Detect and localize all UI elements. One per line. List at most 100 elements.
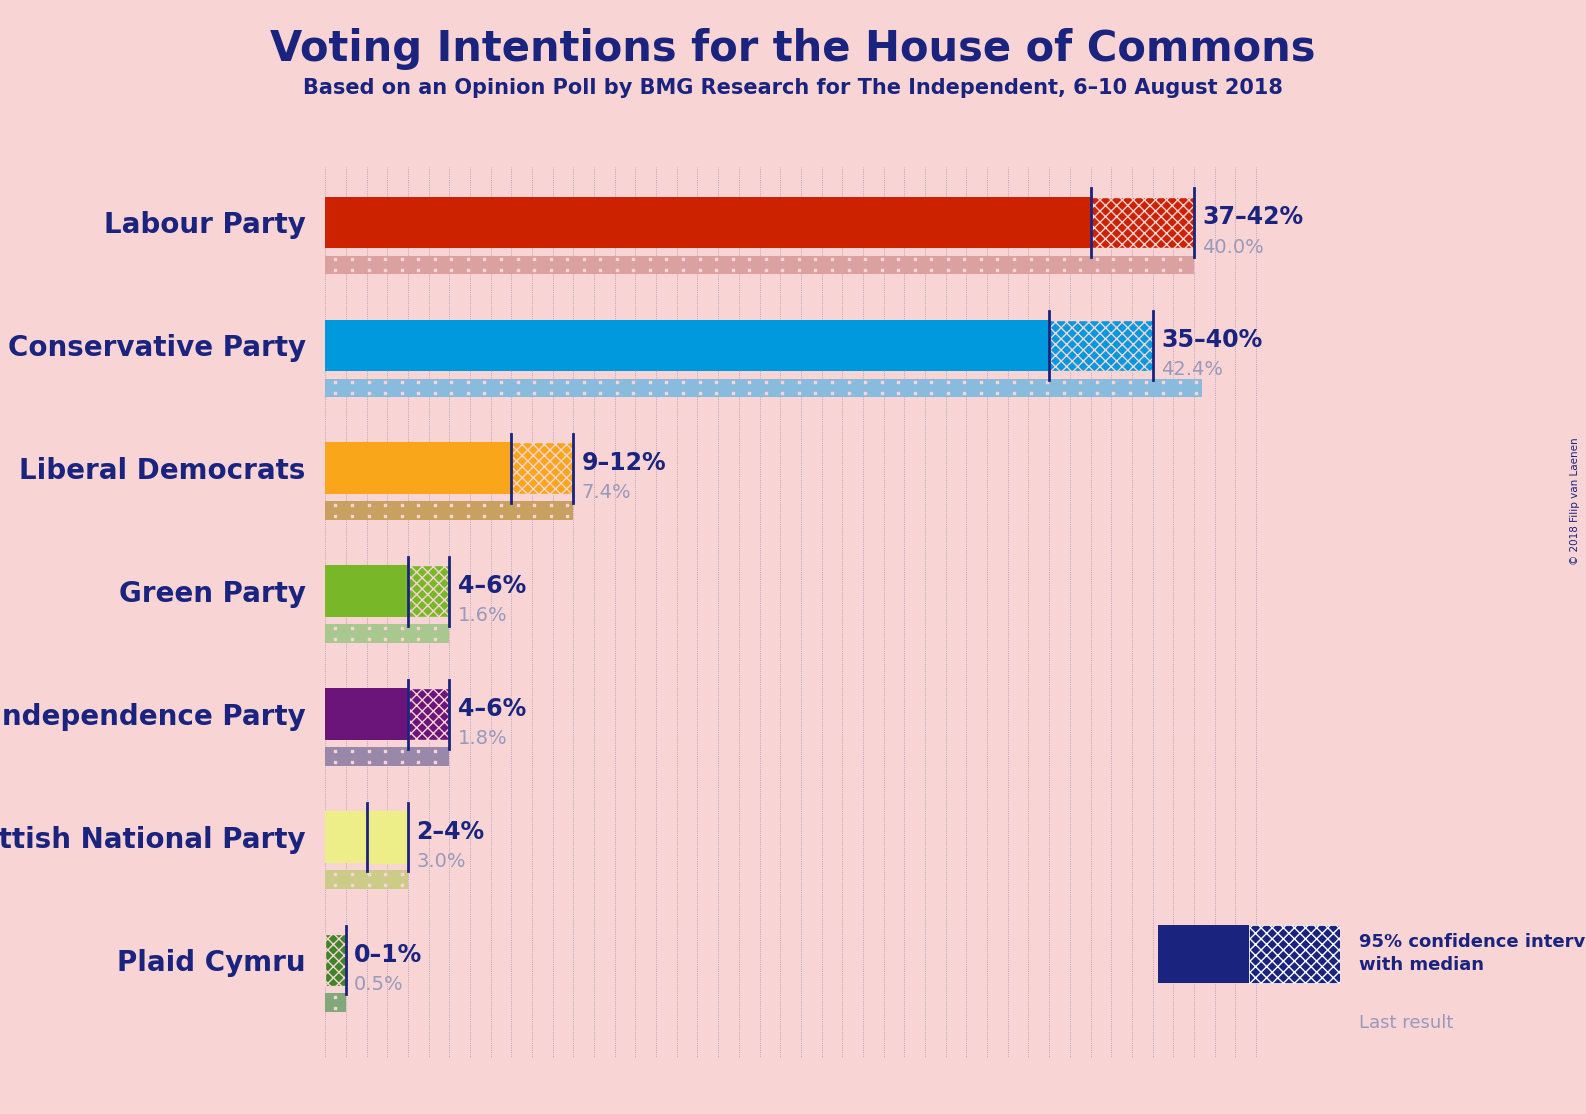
Point: [355, 876, 381, 893]
Point: [324, 631, 349, 648]
Point: [471, 262, 496, 280]
Point: [471, 373, 496, 391]
Bar: [325, 501, 574, 520]
Point: [504, 496, 530, 514]
Point: [885, 373, 910, 391]
Point: [1052, 373, 1077, 391]
Point: [952, 251, 977, 268]
Point: [1034, 373, 1059, 391]
Point: [1067, 251, 1093, 268]
Point: [488, 384, 514, 402]
Point: [736, 384, 761, 402]
Point: [439, 496, 465, 514]
Point: [1117, 262, 1142, 280]
Point: [787, 384, 812, 402]
Point: [902, 373, 928, 391]
Point: [455, 373, 481, 391]
Point: [687, 384, 712, 402]
Point: [571, 373, 596, 391]
Point: [1134, 373, 1159, 391]
Point: [406, 507, 431, 525]
Point: [455, 384, 481, 402]
Point: [587, 262, 612, 280]
Point: [471, 507, 496, 525]
Point: [373, 384, 398, 402]
Bar: [325, 747, 449, 765]
Point: [803, 251, 828, 268]
Point: [985, 262, 1010, 280]
Point: [389, 384, 414, 402]
Point: [555, 262, 580, 280]
Point: [753, 262, 779, 280]
Point: [406, 631, 431, 648]
Point: [1117, 384, 1142, 402]
Point: [836, 373, 861, 391]
Point: [355, 373, 381, 391]
Point: [355, 384, 381, 402]
Point: [1085, 384, 1110, 402]
Point: [455, 507, 481, 525]
Point: [355, 251, 381, 268]
Point: [355, 496, 381, 514]
Point: [324, 373, 349, 391]
Point: [1067, 384, 1093, 402]
Point: [985, 251, 1010, 268]
Point: [522, 496, 547, 514]
Point: [1085, 251, 1110, 268]
Point: [620, 373, 646, 391]
Point: [1183, 373, 1209, 391]
Text: 9–12%: 9–12%: [582, 451, 666, 476]
Point: [820, 262, 845, 280]
Point: [355, 507, 381, 525]
Point: [522, 384, 547, 402]
Point: [522, 373, 547, 391]
Point: [339, 262, 365, 280]
Point: [869, 262, 895, 280]
Point: [339, 631, 365, 648]
Point: [355, 262, 381, 280]
Point: [538, 251, 563, 268]
Point: [1134, 262, 1159, 280]
Point: [324, 251, 349, 268]
Point: [1117, 251, 1142, 268]
Point: [471, 496, 496, 514]
Bar: [325, 935, 346, 986]
Point: [471, 384, 496, 402]
Point: [869, 384, 895, 402]
Point: [439, 507, 465, 525]
Point: [324, 753, 349, 771]
Bar: [325, 811, 366, 863]
Point: [1001, 373, 1026, 391]
Point: [406, 753, 431, 771]
Point: [406, 262, 431, 280]
Point: [488, 373, 514, 391]
Point: [936, 373, 961, 391]
Point: [339, 507, 365, 525]
Point: [488, 251, 514, 268]
Text: 2–4%: 2–4%: [416, 820, 484, 844]
Point: [339, 496, 365, 514]
Point: [504, 384, 530, 402]
Bar: [408, 688, 449, 740]
Point: [389, 251, 414, 268]
Point: [339, 742, 365, 760]
Bar: [325, 688, 408, 740]
Point: [604, 262, 630, 280]
Point: [488, 507, 514, 525]
Point: [671, 373, 696, 391]
Point: [902, 251, 928, 268]
Point: [373, 864, 398, 882]
Text: 3.0%: 3.0%: [416, 852, 466, 871]
Point: [422, 507, 447, 525]
Point: [936, 262, 961, 280]
Point: [324, 619, 349, 637]
Point: [1052, 262, 1077, 280]
Point: [587, 384, 612, 402]
Point: [803, 373, 828, 391]
Point: [952, 384, 977, 402]
Point: [538, 507, 563, 525]
Point: [422, 373, 447, 391]
Point: [1034, 251, 1059, 268]
Point: [373, 753, 398, 771]
Point: [918, 251, 944, 268]
